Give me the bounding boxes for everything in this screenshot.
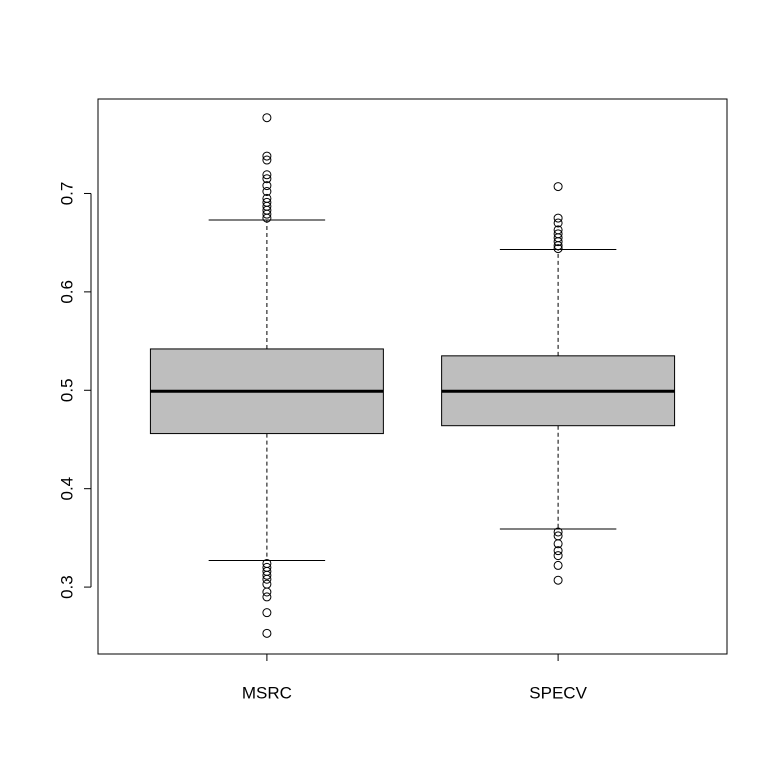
outlier: [553, 244, 563, 254]
outlier: [262, 209, 272, 219]
outlier: [553, 551, 563, 561]
outlier: [262, 174, 272, 184]
outlier: [262, 570, 272, 580]
outlier: [262, 608, 272, 618]
outlier: [262, 155, 272, 165]
x-tick-label: SPECV: [529, 683, 587, 702]
y-tick-label: 0.7: [57, 182, 76, 206]
outlier: [553, 182, 563, 192]
outlier: [553, 546, 563, 556]
outlier: [262, 181, 272, 191]
x-tick-label: MSRC: [242, 683, 292, 702]
outlier: [553, 241, 563, 251]
outlier: [553, 560, 563, 570]
y-tick-label: 0.3: [57, 575, 76, 599]
outlier: [262, 113, 272, 123]
y-tick-label: 0.4: [57, 477, 76, 501]
outlier: [553, 213, 563, 223]
outlier: [262, 151, 272, 161]
y-tick-label: 0.6: [57, 280, 76, 304]
outlier: [553, 237, 563, 247]
outlier: [262, 187, 272, 196]
outlier: [262, 574, 272, 584]
outlier: [262, 587, 272, 597]
outlier: [553, 539, 563, 549]
y-tick-label: 0.5: [57, 378, 76, 402]
outlier: [262, 579, 272, 589]
outlier: [553, 218, 563, 228]
outlier: [553, 575, 563, 585]
outlier: [262, 213, 272, 223]
outlier: [262, 628, 272, 638]
plot-frame: [97, 98, 728, 655]
outlier: [553, 527, 563, 537]
outlier: [262, 170, 272, 180]
outlier: [262, 592, 272, 602]
